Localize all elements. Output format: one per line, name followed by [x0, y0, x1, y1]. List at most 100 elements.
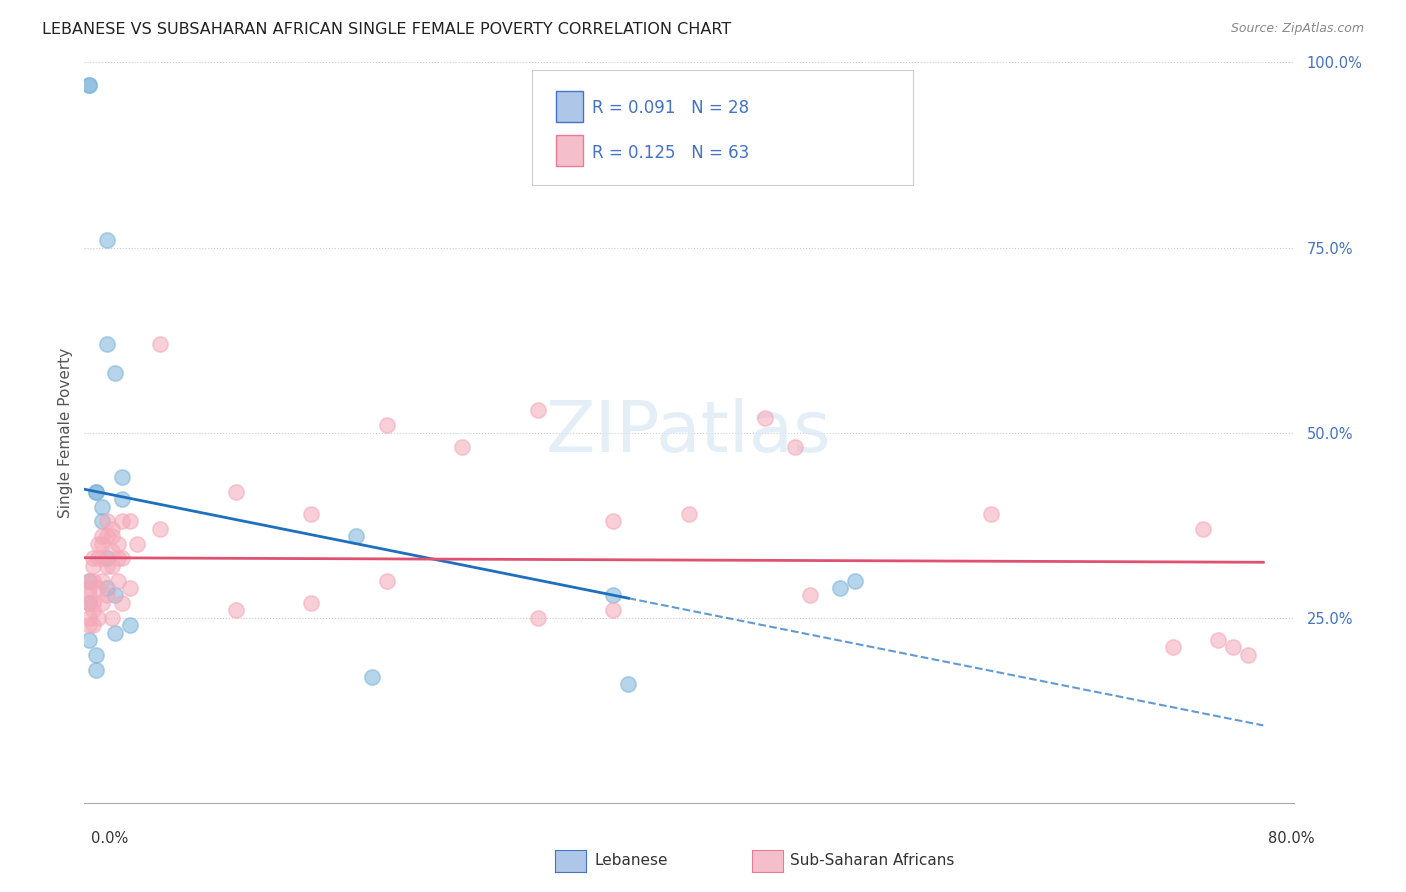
Point: [111, 596, 134, 610]
Point: [91, 596, 114, 610]
Point: [104, 589, 127, 603]
Point: [77, 596, 100, 610]
Point: [77, 611, 100, 625]
Point: [111, 515, 134, 529]
Point: [77, 78, 100, 92]
Point: [86, 648, 108, 662]
Point: [96, 233, 118, 247]
Point: [77, 78, 100, 92]
Text: LEBANESE VS SUBSAHARAN AFRICAN SINGLE FEMALE POVERTY CORRELATION CHART: LEBANESE VS SUBSAHARAN AFRICAN SINGLE FE…: [42, 22, 731, 37]
Point: [799, 589, 821, 603]
Point: [451, 441, 474, 455]
Point: [299, 596, 322, 610]
Point: [82, 551, 104, 566]
Point: [754, 410, 776, 425]
Point: [111, 492, 134, 507]
Point: [77, 618, 100, 632]
Point: [82, 596, 104, 610]
Point: [87, 551, 110, 566]
Point: [100, 611, 122, 625]
Point: [375, 574, 398, 588]
Point: [1237, 648, 1260, 662]
Point: [127, 537, 149, 551]
Point: [91, 515, 114, 529]
Text: ZIPatlas: ZIPatlas: [546, 398, 832, 467]
Point: [82, 574, 104, 588]
Y-axis label: Single Female Poverty: Single Female Poverty: [58, 348, 73, 517]
Point: [87, 611, 110, 625]
Point: [1161, 640, 1184, 655]
Point: [107, 574, 129, 588]
Point: [87, 581, 110, 595]
Point: [100, 544, 122, 558]
Point: [82, 618, 104, 632]
Text: R = 0.091   N = 28: R = 0.091 N = 28: [592, 99, 749, 118]
Point: [111, 470, 134, 484]
Point: [617, 677, 640, 691]
Point: [91, 574, 114, 588]
Text: R = 0.125   N = 63: R = 0.125 N = 63: [592, 144, 749, 161]
Point: [96, 551, 118, 566]
Point: [77, 574, 100, 588]
Point: [107, 551, 129, 566]
Point: [82, 558, 104, 573]
Point: [111, 551, 134, 566]
Point: [77, 596, 100, 610]
Point: [980, 507, 1002, 521]
Point: [96, 515, 118, 529]
Point: [830, 581, 852, 595]
Point: [104, 367, 127, 381]
Point: [678, 507, 700, 521]
Point: [118, 515, 141, 529]
Point: [77, 632, 100, 647]
Point: [844, 574, 866, 588]
Text: 0.0%: 0.0%: [91, 831, 128, 846]
Point: [602, 515, 624, 529]
Point: [91, 551, 114, 566]
Point: [91, 500, 114, 514]
Point: [602, 603, 624, 617]
Point: [346, 529, 368, 543]
Text: Source: ZipAtlas.com: Source: ZipAtlas.com: [1230, 22, 1364, 36]
Point: [375, 418, 398, 433]
Point: [86, 484, 108, 499]
Point: [96, 529, 118, 543]
Point: [86, 484, 108, 499]
Point: [77, 589, 100, 603]
Point: [149, 522, 172, 536]
FancyBboxPatch shape: [531, 70, 912, 185]
Point: [107, 537, 129, 551]
Point: [225, 484, 247, 499]
Point: [96, 558, 118, 573]
Point: [1191, 522, 1213, 536]
Point: [87, 537, 110, 551]
Text: Lebanese: Lebanese: [595, 854, 668, 868]
Point: [91, 529, 114, 543]
FancyBboxPatch shape: [555, 91, 582, 121]
Point: [96, 581, 118, 595]
Point: [118, 618, 141, 632]
Point: [1206, 632, 1229, 647]
Point: [77, 581, 100, 595]
Point: [82, 603, 104, 617]
Point: [77, 574, 100, 588]
Point: [299, 507, 322, 521]
Text: 80.0%: 80.0%: [1268, 831, 1315, 846]
Point: [100, 522, 122, 536]
Point: [100, 529, 122, 543]
Point: [1222, 640, 1244, 655]
Point: [91, 537, 114, 551]
Point: [96, 336, 118, 351]
Point: [360, 670, 382, 684]
Point: [86, 663, 108, 677]
Point: [225, 603, 247, 617]
Point: [526, 611, 548, 625]
Point: [149, 336, 172, 351]
Point: [100, 558, 122, 573]
Point: [104, 625, 127, 640]
Point: [783, 441, 806, 455]
Point: [602, 589, 624, 603]
Point: [526, 403, 548, 417]
Point: [96, 589, 118, 603]
Point: [118, 581, 141, 595]
